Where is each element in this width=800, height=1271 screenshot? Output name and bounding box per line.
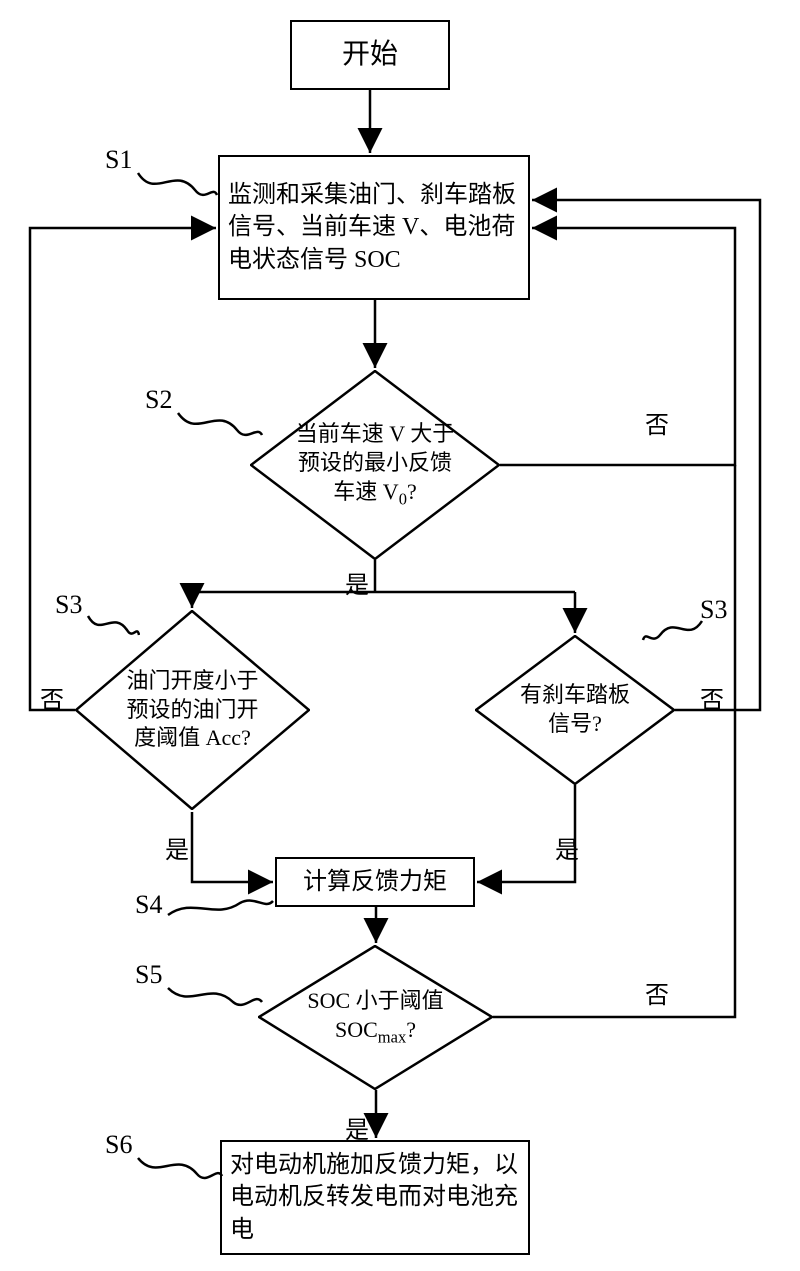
edge-s2-no: 否: [645, 405, 669, 440]
s5-text: SOC 小于阈值 SOCmax?: [296, 987, 456, 1047]
squiggle-s5: [165, 980, 265, 1010]
s3a-text: 油门开度小于预设的油门开度阈值 Acc?: [117, 667, 267, 753]
edge-s5-no: 否: [645, 975, 669, 1010]
squiggle-s3b: [640, 615, 705, 650]
s4-node: 计算反馈力矩: [275, 857, 475, 907]
s1-text: 监测和采集油门、刹车踏板信号、当前车速 V、电池荷电状态信号 SOC: [228, 179, 520, 276]
step-label-s3a: S3: [55, 590, 82, 620]
step-label-s5: S5: [135, 960, 162, 990]
start-node: 开始: [290, 20, 450, 90]
step-label-s4: S4: [135, 890, 162, 920]
s1-node: 监测和采集油门、刹车踏板信号、当前车速 V、电池荷电状态信号 SOC: [218, 155, 530, 300]
s5-node: SOC 小于阈值 SOCmax?: [258, 945, 493, 1090]
s4-text: 计算反馈力矩: [303, 866, 447, 898]
squiggle-s3a: [85, 610, 140, 645]
s6-node: 对电动机施加反馈力矩，以电动机反转发电而对电池充电: [220, 1140, 530, 1255]
step-label-s6: S6: [105, 1130, 132, 1160]
edge-s2-yes: 是: [345, 565, 369, 600]
edge-s5-yes: 是: [345, 1110, 369, 1145]
s2-node: 当前车速 V 大于预设的最小反馈车速 V0?: [250, 370, 500, 560]
s3b-text: 有刹车踏板信号?: [511, 681, 639, 738]
edge-s3a-yes: 是: [165, 830, 189, 865]
s3b-node: 有刹车踏板信号?: [475, 635, 675, 785]
s2-text: 当前车速 V 大于预设的最小反馈车速 V0?: [295, 420, 455, 509]
squiggle-s4: [165, 895, 275, 920]
edge-s3a-no: 否: [40, 680, 64, 715]
step-label-s2: S2: [145, 385, 172, 415]
squiggle-s2: [175, 405, 265, 445]
squiggle-s6: [135, 1150, 225, 1185]
start-text: 开始: [342, 36, 398, 74]
step-label-s1: S1: [105, 145, 132, 175]
flowchart-canvas: 开始 监测和采集油门、刹车踏板信号、当前车速 V、电池荷电状态信号 SOC 当前…: [0, 0, 800, 1271]
edge-s3b-no: 否: [700, 680, 724, 715]
squiggle-s1: [135, 165, 220, 205]
edge-s3b-yes: 是: [555, 830, 579, 865]
s6-text: 对电动机施加反馈力矩，以电动机反转发电而对电池充电: [230, 1149, 520, 1246]
